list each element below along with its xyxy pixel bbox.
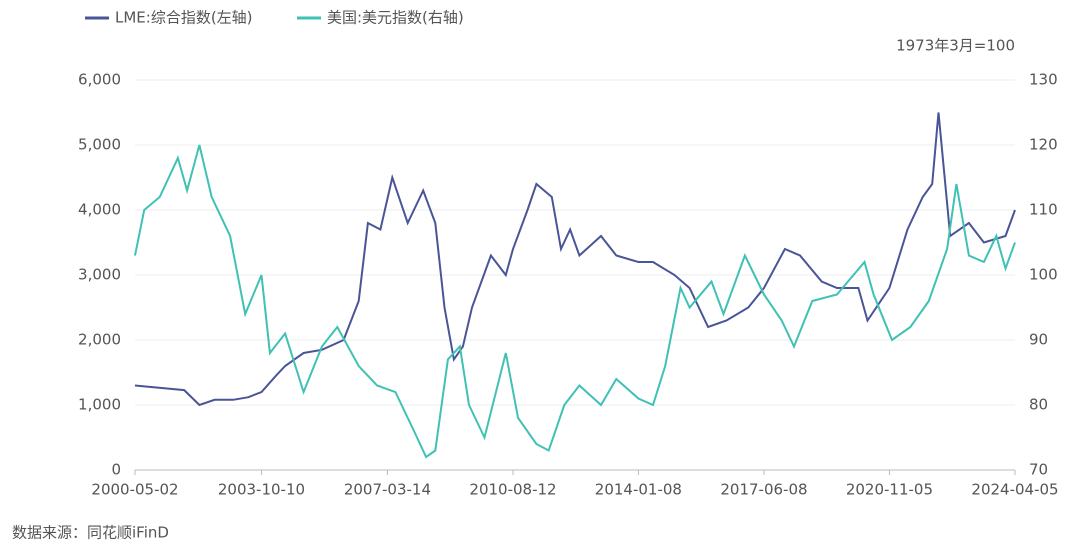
legend-label: LME:综合指数(左轴) <box>115 9 253 27</box>
y2-tick-label: 80 <box>1029 396 1048 414</box>
y-tick-label: 3,000 <box>78 266 121 284</box>
y2-tick-label: 90 <box>1029 331 1048 349</box>
x-tick-label: 2007-03-14 <box>344 481 431 499</box>
y-tick-label: 4,000 <box>78 201 121 219</box>
x-tick-label: 2017-06-08 <box>720 481 807 499</box>
x-tick-label: 2020-11-05 <box>846 481 933 499</box>
y2-tick-label: 120 <box>1029 136 1058 154</box>
y-tick-label: 1,000 <box>78 396 121 414</box>
series-line <box>134 144 1016 459</box>
y-tick-label: 6,000 <box>78 71 121 89</box>
legend-label: 美国:美元指数(右轴) <box>327 9 464 27</box>
y-tick-label: 2,000 <box>78 331 121 349</box>
note: 1973年3月=100 <box>896 37 1015 55</box>
x-tick-label: 2003-10-10 <box>218 481 305 499</box>
series-line <box>134 112 1016 407</box>
x-tick-label: 2014-01-08 <box>595 481 682 499</box>
x-tick-label: 2010-08-12 <box>469 481 556 499</box>
y2-tick-label: 70 <box>1029 461 1048 479</box>
y2-tick-label: 130 <box>1029 71 1058 89</box>
x-tick-label: 2000-05-02 <box>91 481 178 499</box>
y-tick-label: 5,000 <box>78 136 121 154</box>
y2-tick-label: 110 <box>1029 201 1058 219</box>
source: 数据来源：同花顺iFinD <box>12 524 169 542</box>
x-tick-label: 2024-04-05 <box>971 481 1058 499</box>
y2-tick-label: 100 <box>1029 266 1058 284</box>
y-tick-label: 0 <box>111 461 121 479</box>
